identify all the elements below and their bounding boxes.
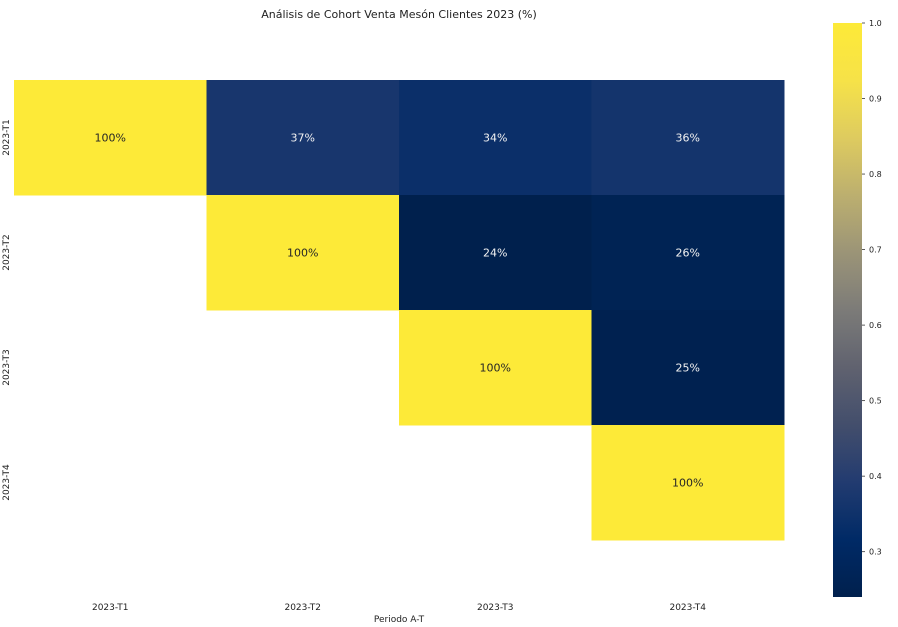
heatmap-cell <box>399 80 592 196</box>
x-axis-ticks: 2023-T1 2023-T2 2023-T3 2023-T4 <box>92 603 706 613</box>
cell-value-label: 100% <box>95 132 126 145</box>
cell-value-label: 36% <box>676 132 700 145</box>
y-axis-ticks: 2023-T1 2023-T2 2023-T3 2023-T4 <box>2 119 12 501</box>
x-tick-label: 2023-T2 <box>284 603 321 613</box>
heatmap-cell <box>14 80 207 196</box>
cell-value-label: 34% <box>483 132 507 145</box>
colorbar-ticks: 0.3 0.4 0.5 0.6 0.7 0.8 0.9 1.0 <box>862 19 882 557</box>
cell-value-label: 100% <box>287 247 318 260</box>
cell-value-label: 26% <box>676 247 700 260</box>
cell-value-label: 100% <box>480 362 511 375</box>
x-tick-label: 2023-T1 <box>92 603 129 613</box>
cell-value-label: 100% <box>672 477 703 490</box>
heatmap-cell <box>591 425 785 541</box>
chart-title: Análisis de Cohort Venta Mesón Clientes … <box>261 8 537 21</box>
heatmap-cell <box>399 310 592 426</box>
y-tick-label: 2023-T3 <box>2 349 12 386</box>
y-tick-label: 2023-T2 <box>2 234 12 271</box>
cell-value-label: 24% <box>483 247 507 260</box>
colorbar-tick-label: 0.5 <box>869 397 882 406</box>
cell-value-label: 37% <box>291 132 315 145</box>
x-tick-label: 2023-T4 <box>669 603 706 613</box>
colorbar-tick-label: 0.8 <box>869 170 882 179</box>
heatmap-cell <box>591 310 785 426</box>
x-axis-label: Periodo A-T <box>374 615 425 625</box>
colorbar-tick-label: 0.9 <box>869 95 882 104</box>
colorbar-tick-label: 1.0 <box>869 19 882 28</box>
heatmap-cells <box>14 80 785 541</box>
colorbar-gradient <box>833 23 862 597</box>
heatmap-cell <box>399 195 592 311</box>
heatmap-cell <box>591 195 785 311</box>
cell-value-label: 25% <box>676 362 700 375</box>
colorbar-tick-label: 0.3 <box>869 548 882 557</box>
colorbar-tick-label: 0.6 <box>869 321 882 330</box>
x-tick-label: 2023-T3 <box>477 603 514 613</box>
heatmap-cell <box>206 80 400 196</box>
heatmap-cell-labels: 100% 37% 34% 36% 100% 24% 26% 100% 25% 100% <box>95 132 704 490</box>
colorbar-tick-label: 0.7 <box>869 246 882 255</box>
y-tick-label: 2023-T4 <box>2 464 12 501</box>
colorbar-tick-label: 0.4 <box>869 472 882 481</box>
colorbar: 0.3 0.4 0.5 0.6 0.7 0.8 0.9 1.0 <box>833 19 882 597</box>
heatmap-cell <box>591 80 785 196</box>
heatmap-cell <box>206 195 400 311</box>
y-tick-label: 2023-T1 <box>2 119 12 156</box>
